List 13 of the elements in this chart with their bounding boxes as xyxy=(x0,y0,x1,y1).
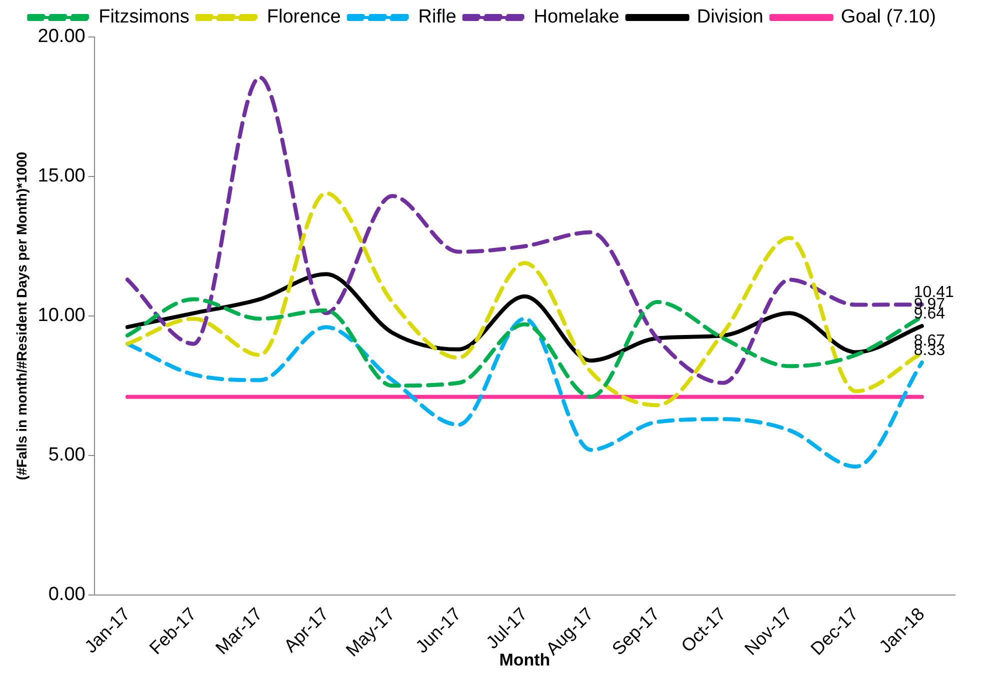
y-tick-label: 20.00 xyxy=(38,26,86,48)
y-tick-label: 5.00 xyxy=(48,444,86,466)
x-axis-title: Month xyxy=(499,650,550,670)
legend-label: Goal (7.10) xyxy=(840,6,936,28)
legend-label: Fitzsimons xyxy=(98,6,190,28)
legend-label: Florence xyxy=(266,6,341,28)
y-tick-label: 10.00 xyxy=(38,305,86,326)
legend-label: Rifle xyxy=(418,6,456,28)
y-tick-label: 15.00 xyxy=(38,166,86,187)
y-axis-title: (#Falls in month/#Resident Days per Month)*1000 xyxy=(13,152,30,480)
y-tick-label: 0.00 xyxy=(48,584,86,606)
legend-label: Homelake xyxy=(534,6,620,28)
legend-label: Division xyxy=(696,6,764,28)
